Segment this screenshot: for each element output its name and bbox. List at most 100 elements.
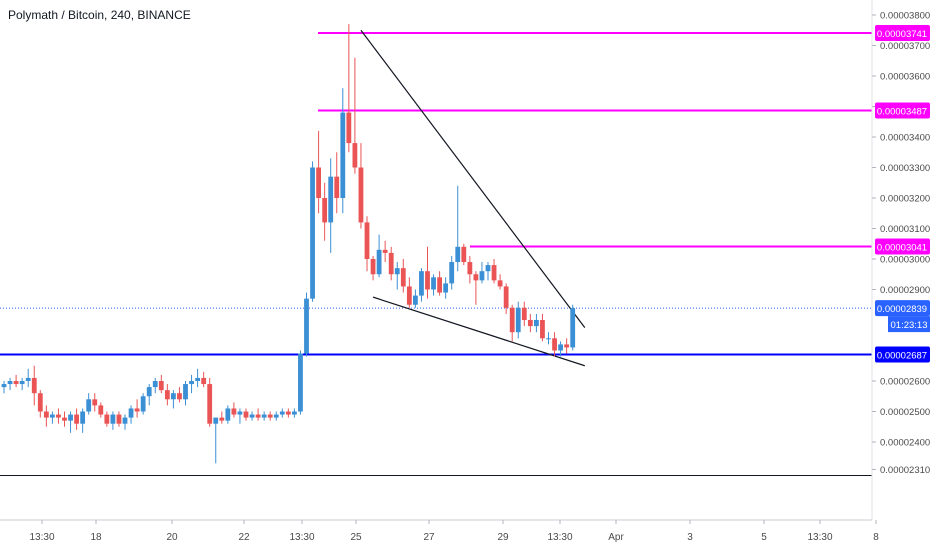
candle-body <box>376 249 382 275</box>
candle-body <box>267 414 273 418</box>
x-tick-label: 27 <box>423 532 435 543</box>
candle-body <box>540 320 545 339</box>
candle-body <box>473 274 479 281</box>
x-tick-label: 8 <box>873 532 879 543</box>
candle-body <box>134 408 140 412</box>
candle-body <box>195 377 200 381</box>
candle-body <box>98 405 104 415</box>
candle-body <box>80 411 86 424</box>
x-tick-label: 20 <box>166 532 178 543</box>
candle-body <box>400 268 406 287</box>
y-tick-label: 0.00002400 <box>880 438 930 449</box>
x-tick-label: 5 <box>761 532 767 543</box>
x-tick-label: Apr <box>608 532 624 543</box>
x-tick-label: 18 <box>90 532 102 543</box>
candle-body <box>304 298 309 354</box>
candle-body <box>364 222 370 259</box>
x-tick-label: 29 <box>497 532 509 543</box>
candle-body <box>298 353 303 412</box>
candle-body <box>43 411 49 418</box>
candle-body <box>37 393 43 412</box>
candle-body <box>334 176 340 198</box>
upper-trendline[interactable] <box>360 29 586 328</box>
candle-body <box>419 271 424 296</box>
candle-body <box>104 414 110 424</box>
y-tick-label: 0.00002310 <box>880 465 930 476</box>
candle-body <box>62 417 67 421</box>
candle-body <box>164 390 170 400</box>
price-level-label: 0.00003741 <box>877 29 927 40</box>
y-tick-label: 0.00003800 <box>880 11 930 22</box>
x-tick-label: 13:30 <box>289 532 314 543</box>
candle-body <box>340 112 346 198</box>
x-tick-label: 13:30 <box>807 532 832 543</box>
candle-body <box>261 414 267 418</box>
candle-body <box>7 381 13 385</box>
candle-body <box>485 265 491 272</box>
candle-body <box>249 414 255 418</box>
candle-body <box>219 417 225 421</box>
candle-body <box>328 176 334 223</box>
candle-body <box>110 414 116 424</box>
candle-body <box>171 393 176 400</box>
candle-body <box>273 414 279 418</box>
candle-body <box>292 411 297 415</box>
candle-body <box>13 381 19 385</box>
price-level-label-box <box>875 24 930 41</box>
candle-body <box>509 307 515 333</box>
candle-body <box>437 277 442 293</box>
candle-body <box>352 143 358 168</box>
candle-body <box>382 249 388 253</box>
candle-body <box>413 295 418 305</box>
candle-body <box>497 280 503 287</box>
x-tick-label: 13:30 <box>547 532 572 543</box>
candle-body <box>31 377 37 394</box>
candle-body <box>443 283 449 293</box>
candle-body <box>558 344 563 351</box>
current-price-box <box>875 300 930 317</box>
chart-title: Polymath / Bitcoin, 240, BINANCE <box>8 8 191 22</box>
y-tick-label: 0.00002900 <box>880 285 930 296</box>
candle-body <box>19 381 25 385</box>
candle-body <box>158 381 164 391</box>
price-level-label-box <box>875 346 930 363</box>
candle-body <box>527 320 533 327</box>
candle-body <box>25 377 31 381</box>
time-axis[interactable]: 13:30 18 20 22 13:30 25 27 29 13:30 Apr 3 5 13:30 8 <box>0 519 879 543</box>
candle-body <box>74 414 79 424</box>
x-tick-label: 25 <box>350 532 362 543</box>
price-level-label: 0.00002687 <box>877 350 927 361</box>
candle-body <box>503 286 509 308</box>
x-tick-label: 13:30 <box>29 532 54 543</box>
candle-body <box>231 408 237 415</box>
candle-body <box>370 259 376 275</box>
candle-body <box>177 393 182 400</box>
candle-body <box>455 246 461 263</box>
candle-body <box>140 396 146 412</box>
candle-body <box>56 414 61 418</box>
countdown-box <box>888 316 930 333</box>
candle-body <box>201 377 207 385</box>
price-level-label-box <box>875 238 930 255</box>
candle-body <box>521 307 527 320</box>
candle-body <box>358 167 364 223</box>
candle-body <box>255 414 261 418</box>
lower-trendline[interactable] <box>372 296 585 367</box>
candle-body <box>183 384 188 400</box>
y-tick-label: 0.00003400 <box>880 133 930 144</box>
candle-body <box>225 408 231 421</box>
candle-body <box>346 112 352 144</box>
candle-body <box>425 271 430 290</box>
candle-body <box>479 271 485 281</box>
candle-body <box>68 414 73 421</box>
candle-body <box>50 414 55 418</box>
countdown-label: 01:23:13 <box>891 320 928 331</box>
price-axis[interactable]: 0.000038000.000037000.000036000.00003500… <box>871 0 930 520</box>
candle-body <box>564 344 570 348</box>
candle-body <box>86 399 92 412</box>
candle-body <box>122 417 128 424</box>
candle-body <box>92 399 98 406</box>
candle-body <box>552 338 557 351</box>
price-level-label: 0.00003041 <box>877 242 927 253</box>
